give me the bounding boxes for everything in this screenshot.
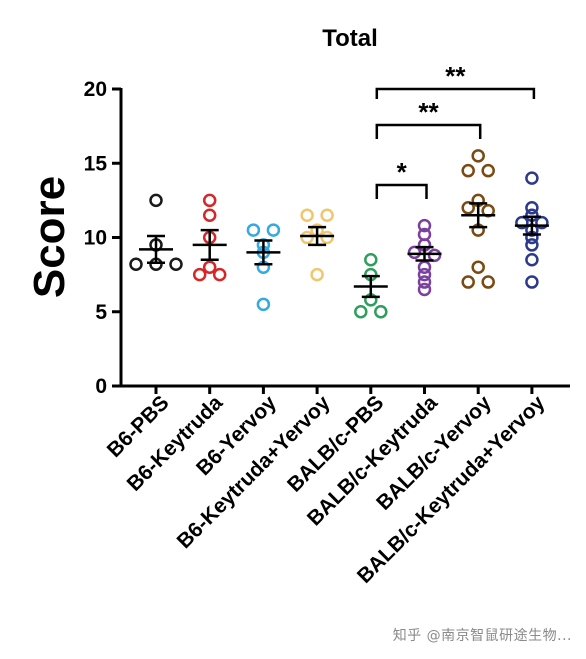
data-point [246,223,261,237]
data-point [129,257,143,271]
data-point [481,163,495,178]
watermark-text: 知乎 @南京智鼠研途生物... [392,628,572,644]
data-point [525,253,539,267]
data-point [364,253,378,267]
data-point [417,267,432,282]
data-point [427,248,442,263]
y-tick-label: 5 [95,301,107,324]
x-tick-labels: B6-PBSB6-KeytrudaB6-YervoyB6-Keytruda+Ye… [103,391,550,588]
data-point [417,282,432,297]
data-point [525,275,539,289]
data-point [300,230,314,245]
data-point [169,257,183,271]
data-point [471,260,485,274]
y-tick-label: 15 [84,152,108,175]
data-point [374,305,388,319]
significance-bracket [375,123,482,139]
data-point [525,201,539,215]
axes: 0 5 10 15 20 [84,78,570,398]
data-point [266,223,281,237]
data-point [320,208,334,222]
data-point [481,275,495,289]
significance-bracket [375,183,428,199]
data-point [202,193,217,208]
significance-bracket [375,87,536,99]
data-point [525,238,539,252]
data-point [417,275,432,289]
significance-annotations: ***** [375,61,536,199]
data-point [212,267,227,282]
y-axis-label: Score [25,176,74,298]
data-point [525,171,539,185]
data-point [461,275,475,289]
data-point [310,267,324,282]
data-marks [129,149,549,319]
data-point [461,163,475,178]
data-point [300,208,314,222]
data-point [256,297,271,312]
data-point [471,149,485,163]
significance-label: ** [445,61,466,91]
data-point [354,305,368,319]
data-point [407,245,422,260]
y-tick-label: 20 [84,78,107,101]
significance-label: * [397,157,408,187]
data-point [192,267,207,282]
data-point [320,230,334,245]
data-point [461,201,475,215]
data-point [535,215,549,230]
data-point [202,260,217,274]
y-tick-label: 10 [84,227,107,250]
data-point [149,193,163,208]
data-point [417,218,432,233]
significance-label: ** [418,97,439,127]
data-point [515,215,529,230]
chart-title: Total [322,25,378,52]
y-tick-label: 0 [95,375,107,398]
data-point [202,208,217,222]
